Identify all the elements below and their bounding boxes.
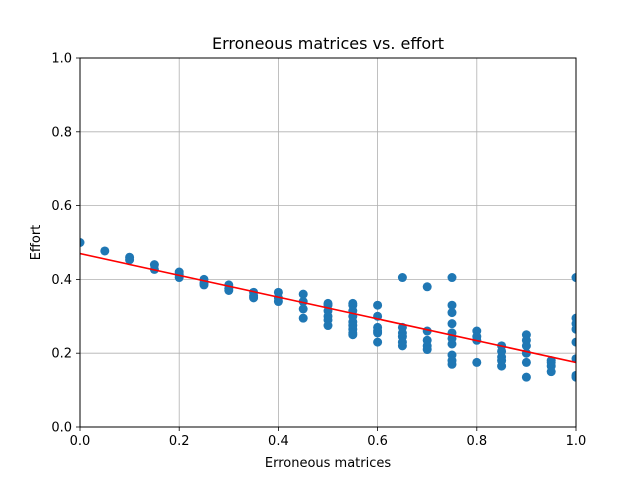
y-tick-label: 0.2 [51,347,72,362]
x-tick-label: 0.8 [466,434,487,449]
data-point [373,337,383,347]
data-point [521,357,531,367]
data-point [323,321,333,331]
data-point [100,246,110,256]
x-tick-label: 1.0 [566,434,587,449]
fit-line-group [80,252,576,364]
data-point [397,341,407,351]
data-point [447,273,457,283]
x-tick-label: 0.0 [70,434,91,449]
data-point [125,255,135,265]
ticks: 0.0 0.2 0.4 0.6 0.8 1.0 0.0 0.2 0.4 0.6 0.8 1.0 [51,52,586,450]
y-tick-label: 0.6 [51,199,72,214]
data-point [373,328,383,338]
fit-line [80,252,576,364]
x-tick-label: 0.6 [367,434,388,449]
chart-title: Erroneous matrices vs. effort [212,34,444,53]
plot-frame [79,57,577,428]
data-point [447,359,457,369]
data-point [273,297,283,307]
data-point [472,357,482,367]
data-point [447,319,457,329]
x-axis-label: Erroneous matrices [265,456,392,471]
data-point [447,308,457,318]
data-point [521,341,531,351]
y-tick-label: 0.4 [51,273,72,288]
x-tick-label: 0.2 [169,434,190,449]
data-point [249,293,259,303]
x-tick-label: 0.4 [268,434,289,449]
data-point [298,289,308,299]
data-point [199,280,209,290]
data-point [571,273,576,283]
data-point [497,361,507,371]
data-point [571,324,576,334]
y-tick-label: 0.8 [51,125,72,140]
data-point [546,367,556,377]
data-point [571,372,576,382]
data-point [224,285,234,295]
y-axis-label: Effort [29,225,44,261]
data-point [447,300,457,310]
y-tick-label: 0.0 [51,421,72,436]
data-point [422,282,432,292]
data-point [571,337,576,347]
data-point [521,372,531,382]
data-point [397,273,407,283]
data-point [348,330,358,340]
y-tick-label: 1.0 [51,52,72,67]
data-point [447,339,457,349]
data-point [80,238,85,247]
data-point [298,304,308,314]
data-points [80,238,576,382]
data-point [373,300,383,310]
data-point [422,345,432,355]
data-point [298,313,308,323]
